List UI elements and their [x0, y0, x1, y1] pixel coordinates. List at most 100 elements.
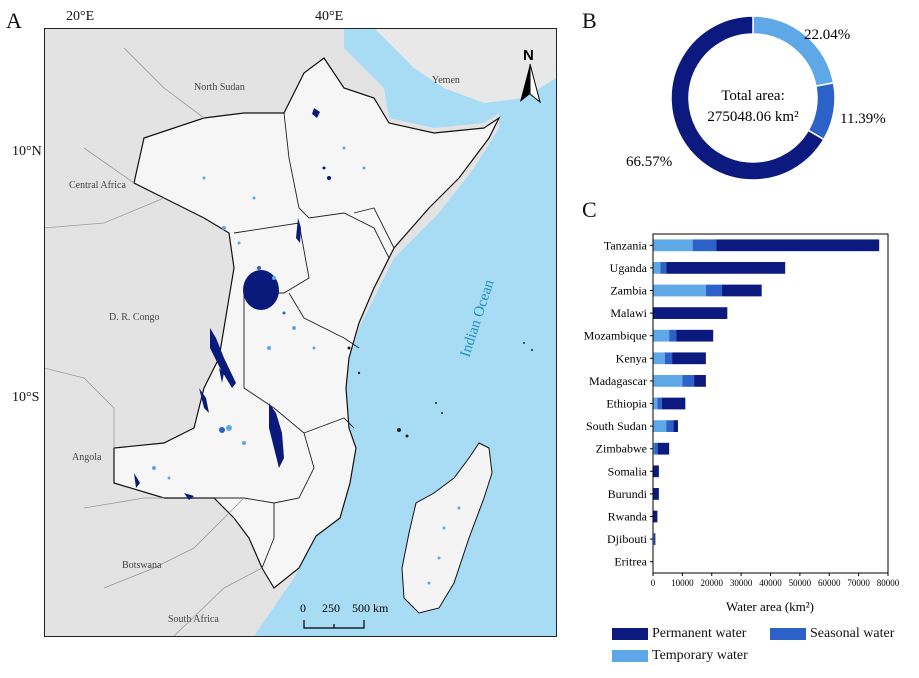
bar-south-sudan-temporary — [653, 420, 667, 432]
bar-kenya-permanent — [672, 352, 706, 365]
x-tick-label: 50000 — [789, 578, 812, 588]
bar-mozambique-temporary — [653, 329, 670, 342]
pct-seasonal: 11.39% — [840, 111, 886, 127]
bar-zambia-permanent — [722, 284, 762, 297]
label-south-africa: South Africa — [168, 614, 219, 625]
bar-mozambique-seasonal — [669, 329, 677, 342]
category-label: Djibouti — [607, 532, 648, 546]
bar-tanzania-temporary — [653, 239, 693, 252]
category-label: Mozambique — [584, 329, 647, 343]
bar-kenya-temporary — [653, 352, 665, 365]
label-north-sudan: North Sudan — [194, 82, 245, 93]
label-dr-congo: D. R. Congo — [109, 312, 160, 323]
legend-swatch-permanent — [612, 628, 648, 640]
scale-label-500: 500 km — [352, 601, 389, 615]
permanent-water — [134, 108, 331, 500]
category-label: Tanzania — [604, 238, 648, 252]
bar-rwanda-permanent — [653, 510, 658, 523]
bar-ethiopia-seasonal — [657, 397, 662, 410]
legend-label-seasonal: Seasonal water — [810, 626, 895, 641]
bar-zambia-seasonal — [705, 284, 723, 297]
bar-uganda-permanent — [666, 262, 786, 274]
category-label: Kenya — [616, 351, 648, 365]
x-tick-label: 30000 — [730, 578, 753, 588]
bar-madagascar-permanent — [694, 375, 706, 387]
lon-label-20e: 20°E — [66, 9, 95, 24]
legend-label-permanent: Permanent water — [652, 626, 747, 641]
bar-south-sudan-permanent — [673, 420, 678, 432]
category-label: Zambia — [610, 284, 647, 298]
lat-label-10s: 10°S — [12, 390, 40, 405]
scale-bar: 0 250 500 km — [300, 601, 389, 629]
lake-malawi — [269, 403, 284, 468]
legend-label-temporary: Temporary water — [652, 648, 748, 663]
bar-somalia-permanent — [653, 465, 659, 478]
lat-label-10n: 10°N — [12, 144, 42, 159]
legend-seasonal: Seasonal water — [770, 626, 894, 642]
bar-ethiopia-temporary — [653, 397, 658, 410]
panel-b-letter: B — [582, 8, 597, 33]
bar-zimbabwe-seasonal — [654, 442, 658, 455]
x-tick-label: 40000 — [759, 578, 782, 588]
bar-kenya-seasonal — [664, 352, 673, 365]
bar-zambia-temporary — [653, 284, 706, 297]
bar-madagascar-seasonal — [682, 375, 695, 387]
donut-slice-seasonal-water — [807, 81, 836, 141]
x-tick-label: 80000 — [877, 578, 900, 588]
seasonal-water — [219, 266, 286, 433]
category-label: Ethiopia — [606, 397, 647, 411]
x-tick-label: 60000 — [818, 578, 841, 588]
lake-tanganyika — [210, 328, 236, 388]
pct-permanent: 66.57% — [626, 154, 672, 170]
north-label: N — [523, 47, 534, 64]
temporary-water — [152, 146, 461, 585]
lon-label-40e: 40°E — [315, 9, 344, 24]
bar-chart: Tanzania Uganda Zambia Malawi Mozambique Keny… — [584, 233, 900, 614]
bar-djibouti-permanent — [654, 533, 656, 545]
lake-tana — [312, 108, 320, 118]
bar-ethiopia-permanent — [661, 397, 686, 410]
scale-label-0: 0 — [300, 601, 306, 615]
islands — [347, 342, 533, 438]
donut-center-line1: Total area: — [721, 88, 785, 104]
label-yemen: Yemen — [432, 75, 460, 86]
category-label: Zimbabwe — [596, 442, 647, 456]
category-label: Madagascar — [589, 374, 647, 388]
bar-malawi-permanent — [653, 307, 728, 319]
panel-a-letter: A — [6, 8, 22, 33]
legend-permanent: Permanent water — [612, 626, 746, 642]
category-label: Rwanda — [608, 510, 648, 524]
land-yemen — [374, 28, 556, 103]
category-label: Burundi — [608, 487, 648, 501]
north-arrow-icon: N — [520, 47, 541, 104]
category-label: Uganda — [610, 261, 648, 275]
bar-mozambique-permanent — [676, 329, 714, 342]
label-botswana: Botswana — [122, 560, 162, 571]
x-tick-label: 70000 — [847, 578, 870, 588]
bar-burundi-permanent — [653, 488, 659, 500]
bar-uganda-seasonal — [660, 262, 667, 274]
lake-turkana — [296, 218, 301, 243]
x-axis-title: Water area (km²) — [726, 599, 814, 614]
madagascar — [401, 442, 493, 614]
legend-swatch-temporary — [612, 650, 648, 662]
bar-south-sudan-seasonal — [666, 420, 674, 432]
category-label: South Sudan — [586, 419, 647, 433]
donut-center-line2: 275048.06 km² — [707, 109, 799, 125]
donut-slice-permanent-water — [670, 15, 825, 181]
x-tick-label: 20000 — [701, 578, 724, 588]
category-label: Malawi — [610, 306, 647, 320]
bar-zimbabwe-permanent — [657, 442, 670, 455]
map-frame: North Sudan Yemen Central Africa D. R. C… — [44, 28, 557, 637]
x-tick-label: 0 — [651, 578, 656, 588]
x-tick-label: 10000 — [671, 578, 694, 588]
category-label: Somalia — [608, 464, 648, 478]
study-region — [113, 57, 501, 589]
bar-uganda-temporary — [653, 262, 661, 274]
bar-zimbabwe-temporary — [653, 442, 655, 455]
outside-borders — [44, 47, 263, 636]
label-central-africa: Central Africa — [69, 180, 126, 191]
bar-madagascar-temporary — [653, 375, 683, 387]
bar-tanzania-permanent — [716, 239, 880, 252]
label-angola: Angola — [72, 452, 102, 463]
